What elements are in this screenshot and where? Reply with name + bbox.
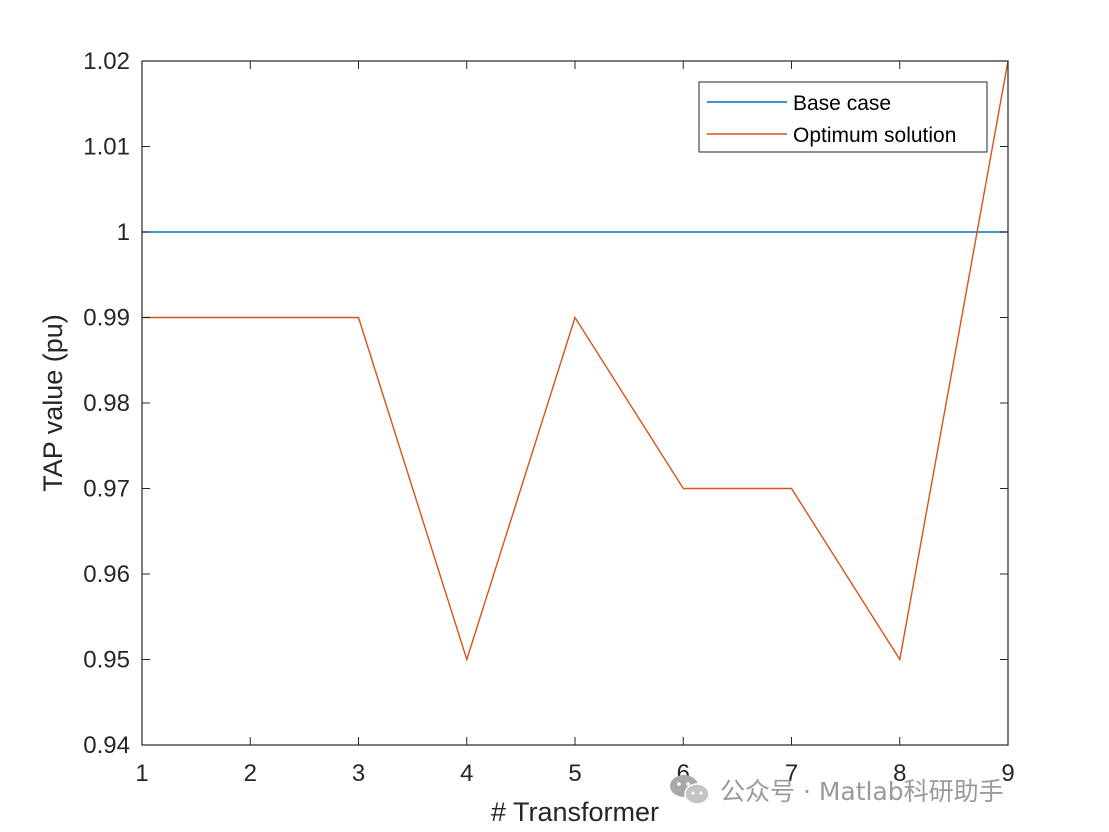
plot-area [142,61,1008,745]
ticks-layer: 1 2 3 4 5 6 7 8 90.940.950.960.970.980.9911.011.… [83,48,1014,787]
y-tick-label: 1.02 [83,48,130,75]
x-tick-label: 4 [460,760,473,787]
watermark: 公众号 · Matlab科研助手 [668,772,1004,808]
x-tick-label: 3 [352,760,365,787]
x-tick-label: 1 [135,760,148,787]
x-tick-label: 7 [785,760,798,787]
x-tick-label: 9 [1001,760,1014,787]
x-tick-label: 5 [568,760,581,787]
y-tick-label: 0.96 [83,561,130,588]
wechat-icon [670,775,710,805]
y-tick-label: 1 [117,219,130,246]
y-tick-label: 1.01 [83,134,130,161]
y-tick-label: 0.99 [83,305,130,332]
y-tick-label: 0.97 [83,476,130,503]
legend-label-base-case: Base case [793,92,891,115]
series-line-optimum-solution [142,60,1009,662]
x-tick-label: 2 [244,760,257,787]
watermark-text: 公众号 · Matlab科研助手 [720,777,1004,806]
legend-label-optimum-solution: Optimum solution [793,124,956,147]
y-tick-label: 0.95 [83,647,130,674]
series-layer [142,60,1009,662]
legend-box [698,81,988,153]
x-axis-label: # Transformer [491,797,659,827]
y-tick-label: 0.98 [83,390,130,417]
legend: Base case Optimum solution [698,81,988,153]
y-axis-label: TAP value (pu) [38,314,68,492]
y-tick-label: 0.94 [83,732,130,759]
x-tick-label: 8 [893,760,906,787]
